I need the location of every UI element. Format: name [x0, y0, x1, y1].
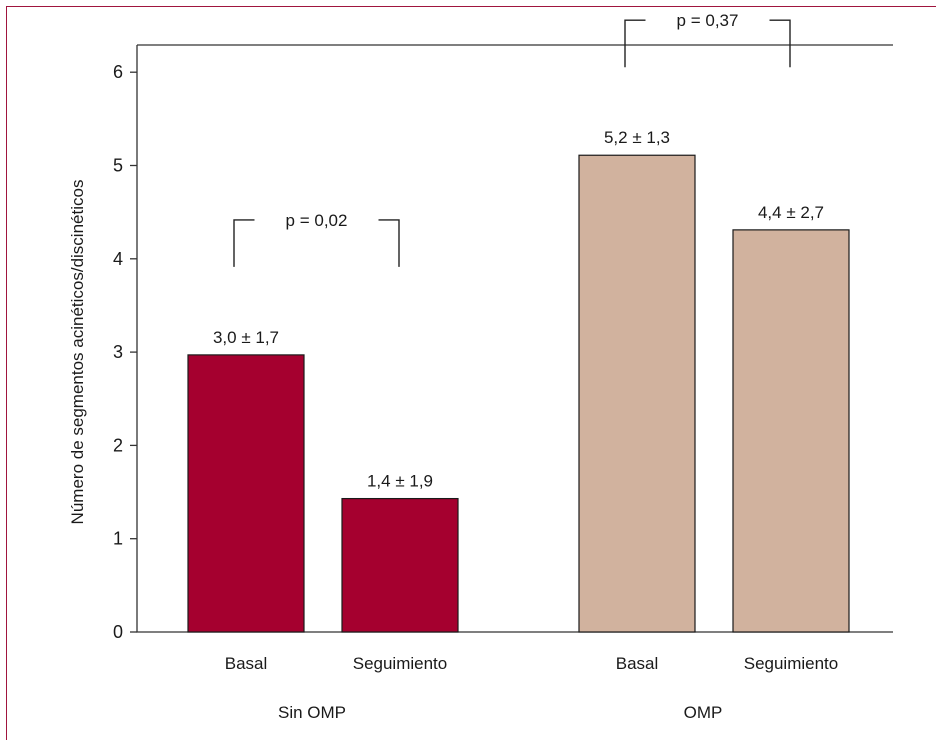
bar-value-label: 4,4 ± 2,7 — [758, 203, 824, 222]
x-category-label: Seguimiento — [353, 654, 448, 673]
bar-sin-omp-basal — [187, 354, 305, 633]
bar-value-label: 3,0 ± 1,7 — [213, 328, 279, 347]
x-group-label: Sin OMP — [278, 703, 346, 722]
bars — [187, 154, 850, 633]
bar-value-label: 1,4 ± 1,9 — [367, 472, 433, 491]
y-tick-label: 1 — [113, 529, 123, 549]
p-value-label: p = 0,02 — [286, 211, 348, 230]
p-value-label: p = 0,37 — [677, 11, 739, 30]
x-category-label: Basal — [616, 654, 659, 673]
y-tick-label: 6 — [113, 62, 123, 82]
figure-frame — [6, 6, 936, 740]
y-tick-label: 5 — [113, 156, 123, 176]
bar-omp-seguimiento — [732, 229, 850, 633]
bar-value-label: 5,2 ± 1,3 — [604, 128, 670, 147]
y-axis-label: Número de segmentos acinéticos/discinéti… — [68, 180, 87, 525]
bar-sin-omp-seguimiento — [341, 497, 459, 633]
x-group-label: OMP — [684, 703, 723, 722]
labels: 3,0 ± 1,7 Basal 1,4 ± 1,9 Seguimiento Sin OM… — [213, 11, 838, 722]
y-tick-label: 3 — [113, 342, 123, 362]
bar-omp-basal — [578, 154, 696, 633]
x-category-label: Basal — [225, 654, 268, 673]
significance-bracket — [233, 219, 400, 267]
y-tick-label: 0 — [113, 622, 123, 642]
x-category-label: Seguimiento — [744, 654, 839, 673]
y-tick-label: 2 — [113, 435, 123, 455]
y-tick-label: 4 — [113, 249, 123, 269]
significance-bracket — [624, 19, 791, 68]
